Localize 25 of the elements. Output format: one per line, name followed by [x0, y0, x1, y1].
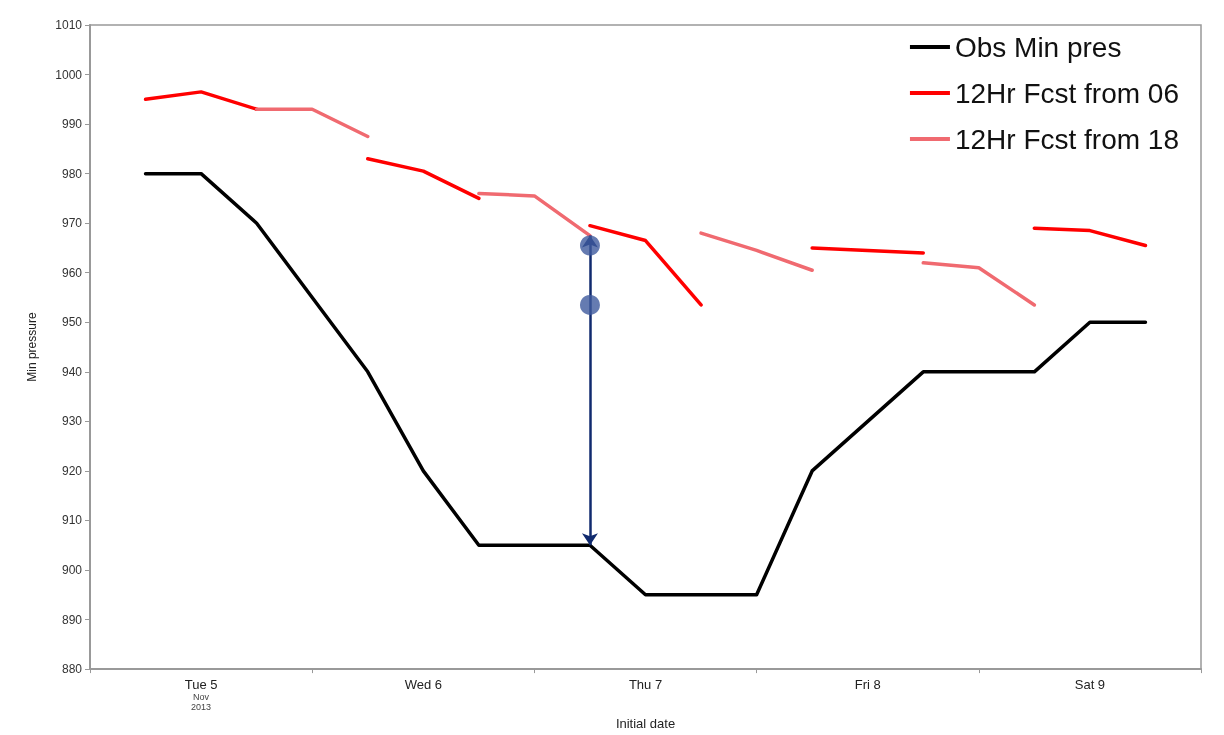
x-tick-label: Fri 8 [854, 677, 881, 693]
y-tick-label: 920 [61, 463, 83, 478]
y-axis-title: Min pressure [25, 312, 39, 382]
x-tick-label: Tue 5 Nov 2013 [184, 677, 218, 713]
y-tick-label: 930 [61, 414, 83, 429]
y-tick-label: 990 [61, 117, 83, 132]
y-tick-label: 960 [61, 265, 83, 280]
y-tick-label: 950 [61, 315, 83, 330]
x-tick-label: Sat 9 [1074, 677, 1106, 693]
y-tick-label: 980 [61, 166, 83, 181]
y-tick-label: 970 [61, 216, 83, 231]
x-axis-title: Initial date [615, 716, 676, 731]
y-tick-label: 940 [61, 364, 83, 379]
y-tick-label: 900 [61, 563, 83, 578]
legend-label: 12Hr Fcst from 06 [954, 77, 1180, 109]
y-tick-label: 890 [61, 612, 83, 627]
x-tick-label: Thu 7 [628, 677, 663, 693]
legend-label: 12Hr Fcst from 18 [954, 123, 1180, 155]
y-tick-label: 1010 [55, 18, 83, 32]
line-series [143, 171, 1148, 597]
legend-label: Obs Min pres [954, 31, 1122, 63]
y-tick-label: 1000 [55, 67, 83, 82]
x-tick-label: Wed 6 [404, 677, 442, 693]
y-tick-label: 910 [61, 513, 83, 528]
y-tick-label: 880 [61, 662, 83, 677]
